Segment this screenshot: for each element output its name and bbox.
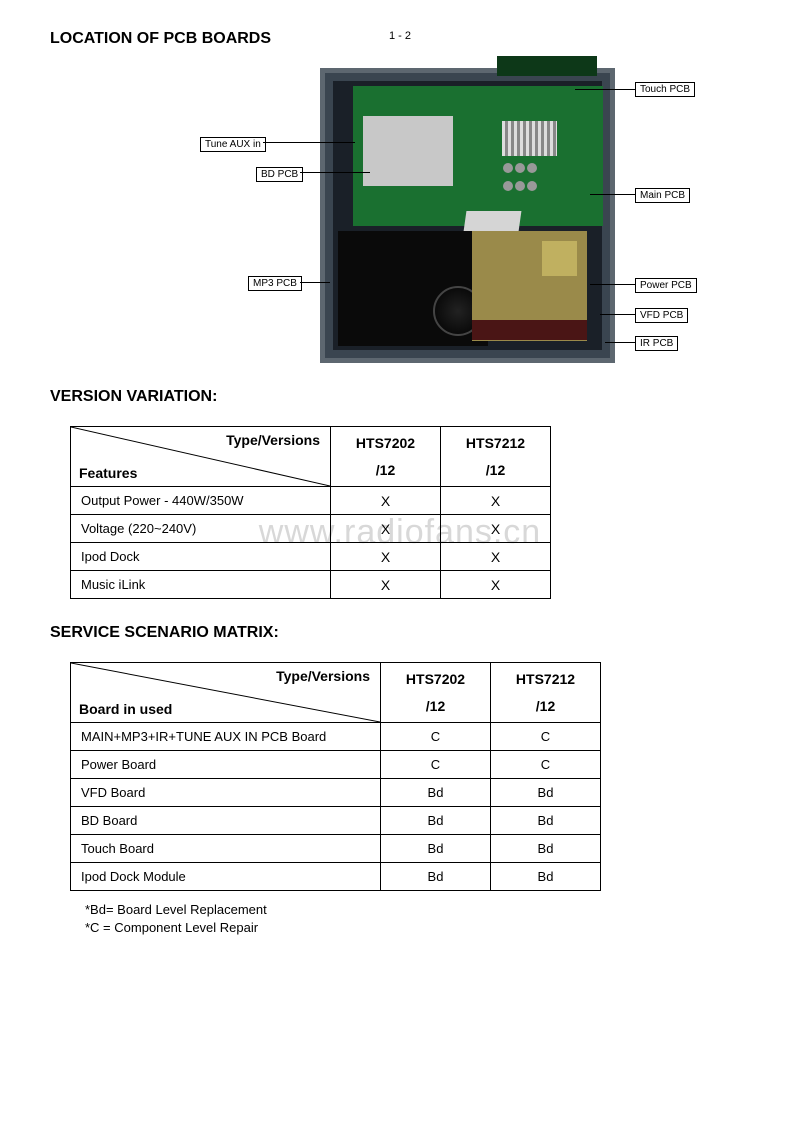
table-row: Output Power - 440W/350W X X bbox=[71, 487, 551, 515]
table-row: BD Board Bd Bd bbox=[71, 807, 601, 835]
callout-touch-pcb: Touch PCB bbox=[635, 82, 695, 97]
leader-vfd bbox=[600, 314, 635, 315]
leader-power bbox=[590, 284, 635, 285]
pcb-diagram: Tune AUX in BD PCB MP3 PCB Touch PCB Mai… bbox=[50, 68, 750, 363]
col-subheader: /12 bbox=[331, 457, 441, 487]
table-header-row: Type/Versions Features HTS7202 HTS7212 bbox=[71, 427, 551, 457]
table-row: VFD Board Bd Bd bbox=[71, 779, 601, 807]
callout-ir-pcb: IR PCB bbox=[635, 336, 678, 351]
board-label: Ipod Dock Module bbox=[71, 863, 381, 891]
callout-power-pcb: Power PCB bbox=[635, 278, 697, 293]
table-row: Ipod Dock X X bbox=[71, 543, 551, 571]
heading-service: SERVICE SCENARIO MATRIX: bbox=[50, 624, 750, 642]
footnotes: *Bd= Board Level Replacement *C = Compon… bbox=[85, 901, 750, 937]
cell: Bd bbox=[491, 835, 601, 863]
board-label: VFD Board bbox=[71, 779, 381, 807]
diagonal-header: Type/Versions Board in used bbox=[71, 663, 381, 723]
callout-mp3-pcb: MP3 PCB bbox=[248, 276, 302, 291]
cell: C bbox=[381, 751, 491, 779]
leader-tune bbox=[263, 142, 355, 143]
header-board-used: Board in used bbox=[79, 701, 172, 717]
cell: X bbox=[441, 543, 551, 571]
table-row: Power Board C C bbox=[71, 751, 601, 779]
cell: X bbox=[331, 487, 441, 515]
col-subheader: /12 bbox=[441, 457, 551, 487]
cell: Bd bbox=[381, 835, 491, 863]
callout-tune-aux: Tune AUX in bbox=[200, 137, 266, 152]
col-subheader: /12 bbox=[381, 693, 491, 723]
cell: C bbox=[491, 751, 601, 779]
board-interior bbox=[333, 81, 602, 350]
cell: C bbox=[381, 723, 491, 751]
header-type-versions: Type/Versions bbox=[226, 432, 320, 448]
cell: X bbox=[331, 515, 441, 543]
board-photo bbox=[320, 68, 615, 363]
feature-label: Ipod Dock bbox=[71, 543, 331, 571]
table-row: Music iLink X X bbox=[71, 571, 551, 599]
diagonal-header: Type/Versions Features bbox=[71, 427, 331, 487]
cell: C bbox=[491, 723, 601, 751]
vfd-region bbox=[472, 320, 587, 340]
capacitors bbox=[502, 161, 547, 201]
callout-vfd-pcb: VFD PCB bbox=[635, 308, 688, 323]
feature-label: Music iLink bbox=[71, 571, 331, 599]
table-row: Voltage (220~240V) X X bbox=[71, 515, 551, 543]
footnote-bd: *Bd= Board Level Replacement bbox=[85, 901, 750, 919]
leader-main bbox=[590, 194, 635, 195]
cell: Bd bbox=[381, 779, 491, 807]
bd-shield bbox=[363, 116, 453, 186]
cell: X bbox=[331, 571, 441, 599]
table-row: Touch Board Bd Bd bbox=[71, 835, 601, 863]
feature-label: Voltage (220~240V) bbox=[71, 515, 331, 543]
leader-mp3 bbox=[300, 282, 330, 283]
cell: Bd bbox=[381, 807, 491, 835]
cell: X bbox=[441, 515, 551, 543]
board-label: Touch Board bbox=[71, 835, 381, 863]
leader-bd bbox=[300, 172, 370, 173]
transformer bbox=[542, 241, 577, 276]
leader-ir bbox=[605, 342, 635, 343]
service-table: Type/Versions Board in used HTS7202 HTS7… bbox=[70, 662, 601, 891]
callout-main-pcb: Main PCB bbox=[635, 188, 690, 203]
cell: Bd bbox=[491, 863, 601, 891]
board-label: Power Board bbox=[71, 751, 381, 779]
cell: Bd bbox=[491, 807, 601, 835]
col-header: HTS7202 bbox=[381, 663, 491, 693]
touch-pcb-region bbox=[497, 56, 597, 76]
header-type-versions: Type/Versions bbox=[276, 668, 370, 684]
table-row: MAIN+MP3+IR+TUNE AUX IN PCB Board C C bbox=[71, 723, 601, 751]
header-features: Features bbox=[79, 465, 137, 481]
cell: Bd bbox=[381, 863, 491, 891]
feature-label: Output Power - 440W/350W bbox=[71, 487, 331, 515]
col-header: HTS7212 bbox=[441, 427, 551, 457]
board-label: MAIN+MP3+IR+TUNE AUX IN PCB Board bbox=[71, 723, 381, 751]
callout-bd-pcb: BD PCB bbox=[256, 167, 303, 182]
version-table: Type/Versions Features HTS7202 HTS7212 /… bbox=[70, 426, 551, 599]
cell: X bbox=[441, 487, 551, 515]
page-number: 1 - 2 bbox=[389, 30, 411, 42]
cell: X bbox=[331, 543, 441, 571]
heading-version: VERSION VARIATION: bbox=[50, 388, 750, 406]
leader-touch bbox=[575, 89, 635, 90]
col-header: HTS7212 bbox=[491, 663, 601, 693]
board-label: BD Board bbox=[71, 807, 381, 835]
cell: Bd bbox=[491, 779, 601, 807]
table-row: Ipod Dock Module Bd Bd bbox=[71, 863, 601, 891]
table-header-row: Type/Versions Board in used HTS7202 HTS7… bbox=[71, 663, 601, 693]
heatsink bbox=[502, 121, 557, 156]
footnote-c: *C = Component Level Repair bbox=[85, 919, 750, 937]
col-header: HTS7202 bbox=[331, 427, 441, 457]
cell: X bbox=[441, 571, 551, 599]
col-subheader: /12 bbox=[491, 693, 601, 723]
